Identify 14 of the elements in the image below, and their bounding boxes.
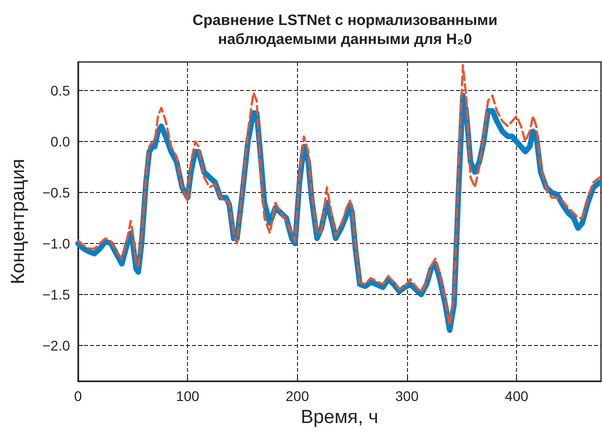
x-tick-label: 0	[74, 388, 82, 404]
chart-title: Сравнение LSTNet с нормализованными наблюдаемыми данными для H₂0	[192, 12, 498, 48]
y-tick-label: −2.0	[42, 337, 70, 354]
x-tick-label: 200	[286, 388, 310, 404]
y-tick-label: −0.5	[42, 184, 70, 200]
x-tick-label: 100	[176, 388, 200, 404]
y-tick-label: 0.5	[50, 82, 70, 99]
x-tick-label: 300	[395, 388, 419, 404]
y-axis-title: Концентрация	[8, 158, 29, 284]
y-tick-label: −1.5	[42, 286, 70, 302]
x-tick-label: 400	[504, 388, 528, 404]
x-axis-title: Время, ч	[300, 407, 378, 428]
y-tick-label: 0.0	[50, 134, 70, 150]
y-tick-label: −1.0	[42, 235, 70, 252]
